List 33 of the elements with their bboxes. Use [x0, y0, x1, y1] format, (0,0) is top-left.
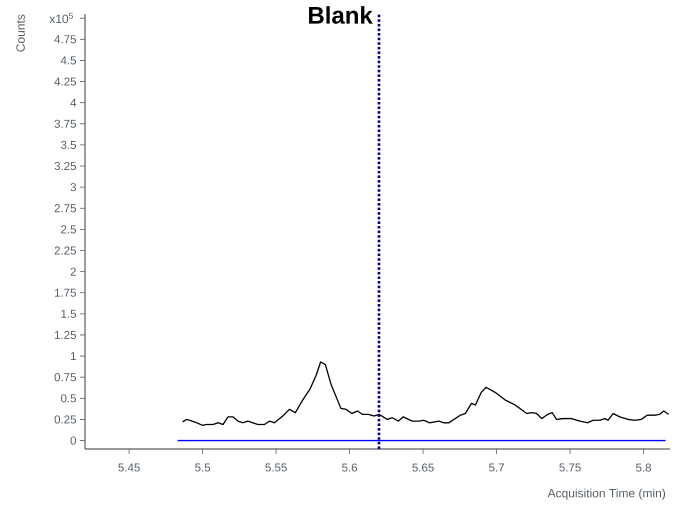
line-series — [182, 361, 670, 426]
x-tick-label: 5.8 — [636, 464, 652, 472]
x-tick-label: 5.6 — [342, 464, 358, 472]
y-axis-title: Counts — [16, 14, 25, 52]
y-tick-label: 3 — [70, 183, 76, 192]
y-tick-label: 4 — [70, 98, 76, 107]
y-tick-label: 2.5 — [61, 225, 76, 234]
y-tick-label: 0.25 — [54, 415, 76, 424]
x-tick-label: 5.7 — [489, 464, 504, 472]
y-tick-label: 4.5 — [60, 56, 76, 64]
y-tick-label: 3.25 — [54, 162, 76, 170]
y-tick-label: 0.5 — [60, 394, 76, 402]
x-tick-label: 5.55 — [265, 464, 287, 472]
y-tick-label: 0 — [70, 436, 76, 445]
x-tick-label: 5.5 — [195, 464, 210, 472]
y-tick-label: 4.75 — [54, 35, 76, 44]
y-tick-label: 2.25 — [54, 246, 76, 255]
y-tick-label: 1.5 — [61, 310, 76, 318]
x-tick-label: 5.75 — [559, 464, 581, 472]
y-tick-label: 0.75 — [54, 373, 76, 382]
y-tick-label: 2.75 — [54, 204, 76, 212]
y-tick-label: 4.25 — [54, 77, 76, 86]
y-tick-label: 3.5 — [60, 140, 76, 149]
ref-line-label: Blank — [309, 6, 373, 24]
x-tick-label: 5.65 — [412, 464, 434, 472]
y-tick-label: 1 — [70, 352, 76, 360]
text: x10$^{5}$ — [49, 12, 73, 24]
x-axis-title: Acquisition Time (min) — [548, 488, 666, 500]
x-tick-label: 5.45 — [118, 464, 140, 472]
y-tick-label: 1.75 — [54, 288, 76, 297]
y-tick-label: 1.25 — [54, 330, 76, 340]
y-tick-label: 3.75 — [54, 120, 76, 128]
y-tick-label: 2 — [70, 268, 76, 276]
